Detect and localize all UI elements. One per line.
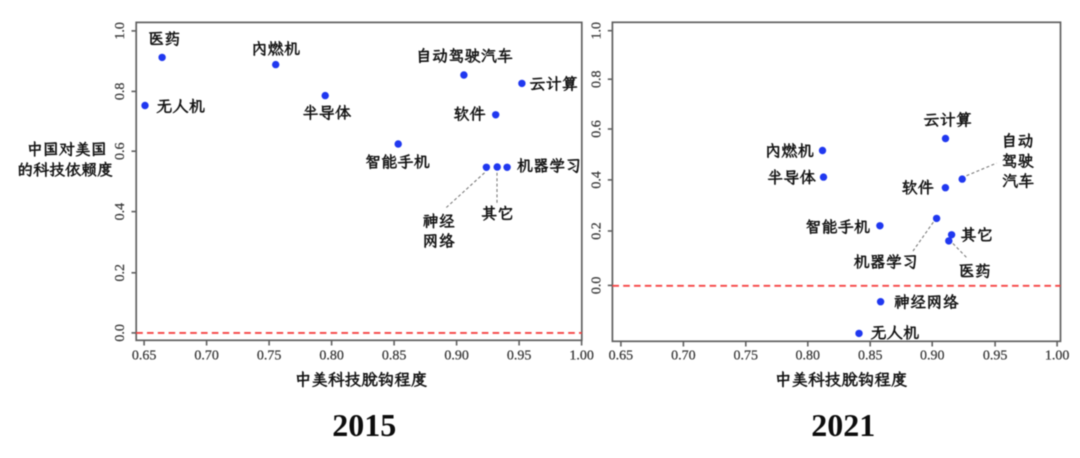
svg-text:1.00: 1.00 — [1045, 349, 1070, 364]
svg-text:0.0: 0.0 — [113, 324, 128, 342]
svg-text:0.8: 0.8 — [113, 83, 128, 101]
svg-text:2015: 2015 — [332, 407, 396, 443]
svg-text:0.70: 0.70 — [671, 349, 696, 364]
svg-text:0.2: 0.2 — [113, 264, 128, 282]
svg-text:0.0: 0.0 — [589, 277, 604, 295]
svg-text:0.2: 0.2 — [589, 222, 604, 240]
svg-text:0.90: 0.90 — [920, 349, 945, 364]
svg-text:0.80: 0.80 — [796, 349, 821, 364]
svg-text:1.0: 1.0 — [113, 22, 128, 40]
svg-text:0.80: 0.80 — [319, 349, 344, 364]
svg-text:0.65: 0.65 — [609, 349, 634, 364]
svg-text:0.4: 0.4 — [589, 171, 604, 189]
svg-text:1.00: 1.00 — [569, 349, 594, 364]
svg-text:0.4: 0.4 — [113, 203, 128, 221]
svg-text:0.70: 0.70 — [194, 349, 219, 364]
svg-text:2021: 2021 — [811, 407, 875, 443]
svg-text:0.75: 0.75 — [257, 349, 282, 364]
svg-text:1.0: 1.0 — [589, 22, 604, 40]
svg-text:0.85: 0.85 — [382, 349, 407, 364]
svg-text:0.95: 0.95 — [983, 349, 1008, 364]
svg-text:0.6: 0.6 — [113, 142, 128, 160]
svg-text:0.65: 0.65 — [132, 349, 157, 364]
svg-text:0.8: 0.8 — [589, 70, 604, 88]
svg-text:0.75: 0.75 — [734, 349, 759, 364]
svg-text:0.95: 0.95 — [507, 349, 532, 364]
svg-text:0.6: 0.6 — [589, 120, 604, 138]
svg-text:0.90: 0.90 — [444, 349, 469, 364]
svg-text:0.85: 0.85 — [858, 349, 883, 364]
